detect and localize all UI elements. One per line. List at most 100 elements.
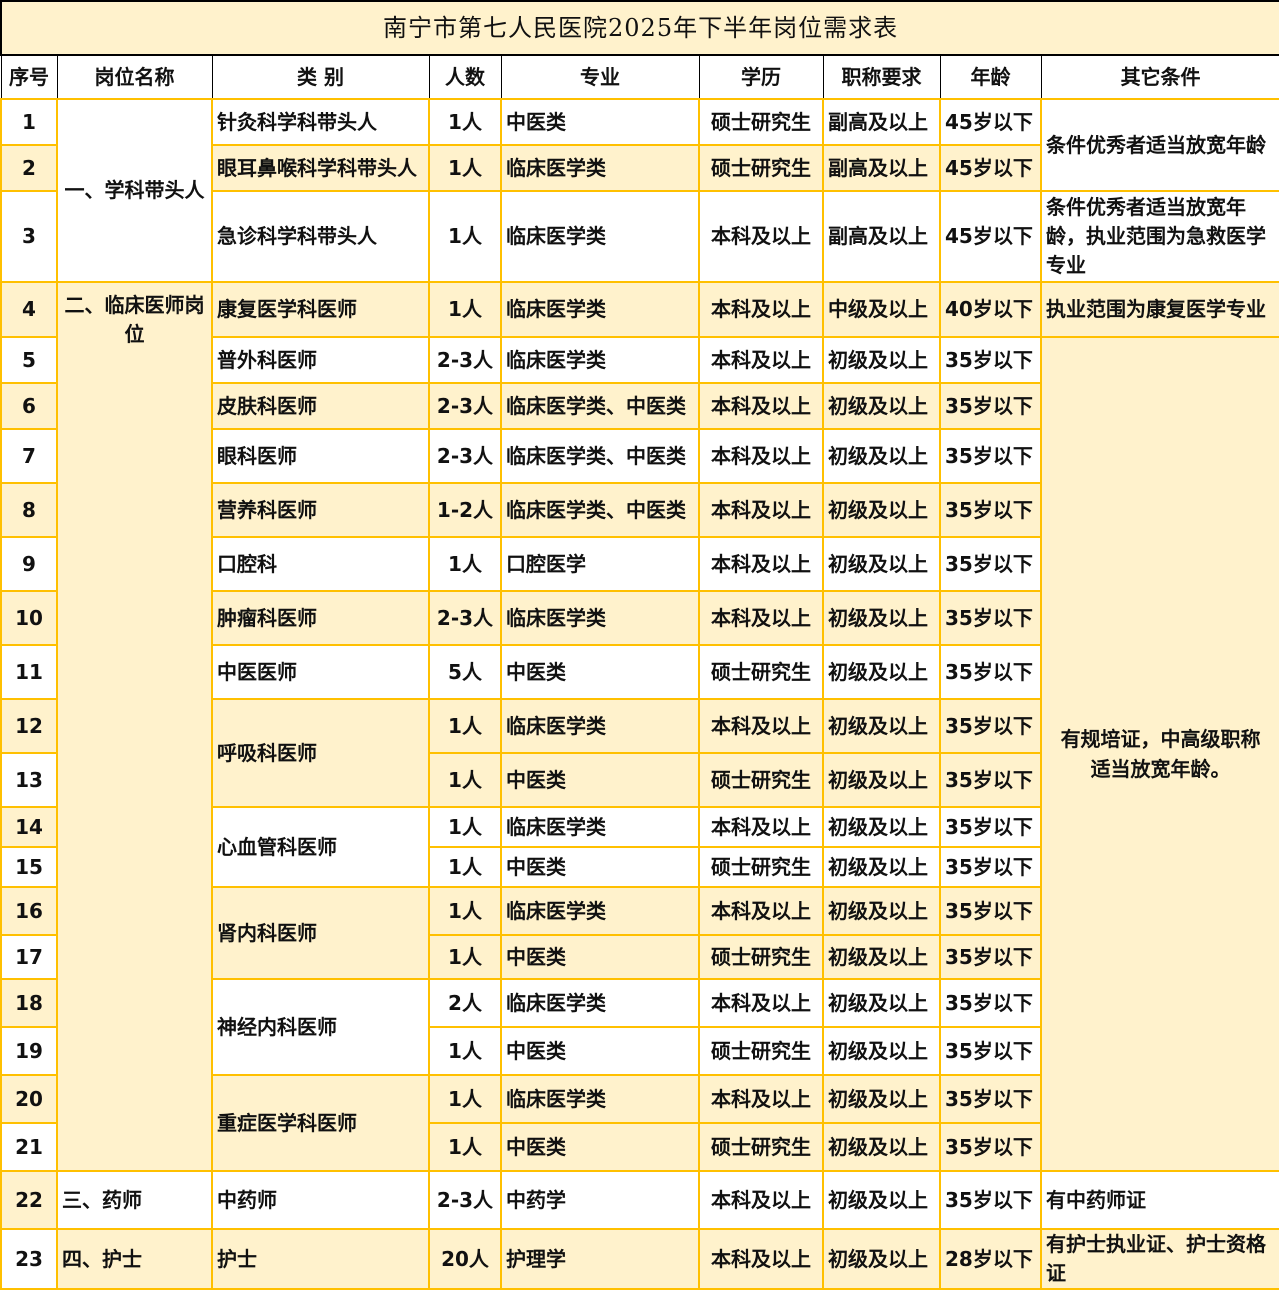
table-row: 2 眼耳鼻喉科学科带头人 1人 临床医学类 硕士研究生 副高及以上 45岁以下 <box>0 144 1279 192</box>
age-limit: 35岁以下 <box>939 482 1042 538</box>
age-limit: 35岁以下 <box>939 590 1042 646</box>
major: 临床医学类、中医类 <box>500 382 700 430</box>
headcount: 1人 <box>428 752 502 808</box>
row-number: 7 <box>0 428 58 484</box>
table-row: 16 肾内科医师 1人 临床医学类 本科及以上 初级及以上 35岁以下 <box>0 886 1279 980</box>
title-requirement: 初级及以上 <box>822 336 941 384</box>
title-requirement: 初级及以上 <box>822 382 941 430</box>
post-name: 四、护士 <box>56 1228 213 1290</box>
category: 普外科医师 <box>211 336 430 384</box>
title-requirement: 初级及以上 <box>822 806 941 848</box>
education: 本科及以上 <box>698 1228 824 1290</box>
table-row: 4 二、临床医师岗位 康复医学科医师 1人 临床医学类 本科及以上 中级及以上 40岁以下 执业… <box>0 281 1279 1172</box>
title-requirement: 初级及以上 <box>822 752 941 808</box>
education: 本科及以上 <box>698 428 824 484</box>
table-row: 11 中医医师 5人 中医类 硕士研究生 初级及以上 35岁以下 <box>0 644 1279 700</box>
table-row: 20 重症医学科医师 1人 临床医学类 本科及以上 初级及以上 35岁以下 <box>0 1074 1279 1172</box>
education: 本科及以上 <box>698 1074 824 1124</box>
category: 心血管科医师 <box>211 806 430 888</box>
column-header-post-name: 岗位名称 <box>56 54 213 100</box>
row-number: 19 <box>0 1026 58 1076</box>
table-row: 14 心血管科医师 1人 临床医学类 本科及以上 初级及以上 35岁以下 <box>0 806 1279 888</box>
headcount: 1人 <box>428 144 502 192</box>
row-number: 14 <box>0 806 58 848</box>
headcount: 1人 <box>428 98 502 146</box>
category: 口腔科 <box>211 536 430 592</box>
education: 本科及以上 <box>698 190 824 283</box>
headcount: 20人 <box>428 1228 502 1290</box>
title-requirement: 初级及以上 <box>822 644 941 700</box>
category: 眼耳鼻喉科学科带头人 <box>211 144 430 192</box>
major: 临床医学类、中医类 <box>500 482 700 538</box>
table-row: 22 三、药师 中药师 2-3人 中药学 本科及以上 初级及以上 35岁以下 有中药师证 <box>0 1170 1279 1230</box>
table-row: 8 营养科医师 1-2人 临床医学类、中医类 本科及以上 初级及以上 35岁以下 <box>0 482 1279 538</box>
major: 中医类 <box>500 644 700 700</box>
major: 临床医学类 <box>500 1074 700 1124</box>
age-limit: 35岁以下 <box>939 886 1042 936</box>
row-number: 17 <box>0 934 58 980</box>
table-row: 13 1人 中医类 硕士研究生 初级及以上 35岁以下 <box>0 752 1279 808</box>
age-limit: 45岁以下 <box>939 144 1042 192</box>
age-limit: 35岁以下 <box>939 536 1042 592</box>
headcount: 2人 <box>428 978 502 1028</box>
title-requirement: 初级及以上 <box>822 536 941 592</box>
category: 重症医学科医师 <box>211 1074 430 1172</box>
column-header-education: 学历 <box>698 54 824 100</box>
title-requirement: 副高及以上 <box>822 98 941 146</box>
major: 中医类 <box>500 846 700 888</box>
major: 临床医学类 <box>500 144 700 192</box>
category: 神经内科医师 <box>211 978 430 1076</box>
category: 肿瘤科医师 <box>211 590 430 646</box>
row-number: 6 <box>0 382 58 430</box>
age-limit: 35岁以下 <box>939 382 1042 430</box>
row-number: 3 <box>0 190 58 283</box>
education: 硕士研究生 <box>698 934 824 980</box>
table-row: 17 1人 中医类 硕士研究生 初级及以上 35岁以下 <box>0 934 1279 980</box>
row-number: 21 <box>0 1122 58 1172</box>
title-requirement: 初级及以上 <box>822 886 941 936</box>
row-number: 5 <box>0 336 58 384</box>
age-limit: 35岁以下 <box>939 428 1042 484</box>
other-conditions: 执业范围为康复医学专业 <box>1039 281 1279 338</box>
table-row: 5 普外科医师 2-3人 临床医学类 本科及以上 初级及以上 35岁以下 有规培证，中高级职称… <box>0 336 1279 1172</box>
major: 临床医学类 <box>500 698 700 754</box>
education: 本科及以上 <box>698 482 824 538</box>
other-conditions: 条件优秀者适当放宽年龄 <box>1039 98 1279 192</box>
title-requirement: 副高及以上 <box>822 190 941 283</box>
column-header-seq: 序号 <box>0 54 58 100</box>
education: 本科及以上 <box>698 806 824 848</box>
education: 本科及以上 <box>698 281 824 338</box>
age-limit: 45岁以下 <box>939 190 1042 283</box>
category: 急诊科学科带头人 <box>211 190 430 283</box>
headcount: 2-3人 <box>428 428 502 484</box>
column-header-other-conditions: 其它条件 <box>1040 54 1279 100</box>
table-row: 9 口腔科 1人 口腔医学 本科及以上 初级及以上 35岁以下 <box>0 536 1279 592</box>
headcount: 1人 <box>428 1122 502 1172</box>
major: 口腔医学 <box>500 536 700 592</box>
row-number: 16 <box>0 886 58 936</box>
headcount: 1人 <box>428 281 502 338</box>
education: 硕士研究生 <box>698 846 824 888</box>
major: 临床医学类 <box>500 978 700 1028</box>
table-row: 10 肿瘤科医师 2-3人 临床医学类 本科及以上 初级及以上 35岁以下 <box>0 590 1279 646</box>
category: 康复医学科医师 <box>211 281 430 338</box>
education: 本科及以上 <box>698 336 824 384</box>
row-number: 10 <box>0 590 58 646</box>
title-requirement: 初级及以上 <box>822 428 941 484</box>
age-limit: 35岁以下 <box>939 978 1042 1028</box>
row-number: 15 <box>0 846 58 888</box>
major: 临床医学类 <box>500 590 700 646</box>
major: 临床医学类 <box>500 806 700 848</box>
major: 中医类 <box>500 1122 700 1172</box>
other-conditions: 条件优秀者适当放宽年龄，执业范围为急救医学专业 <box>1039 190 1279 283</box>
major: 临床医学类、中医类 <box>500 428 700 484</box>
age-limit: 35岁以下 <box>939 752 1042 808</box>
category: 针灸科学科带头人 <box>211 98 430 146</box>
title-requirement: 中级及以上 <box>822 281 941 338</box>
table-row: 21 1人 中医类 硕士研究生 初级及以上 35岁以下 <box>0 1122 1279 1172</box>
title-requirement: 初级及以上 <box>822 1074 941 1124</box>
age-limit: 45岁以下 <box>939 98 1042 146</box>
education: 硕士研究生 <box>698 644 824 700</box>
row-number: 23 <box>0 1228 58 1290</box>
